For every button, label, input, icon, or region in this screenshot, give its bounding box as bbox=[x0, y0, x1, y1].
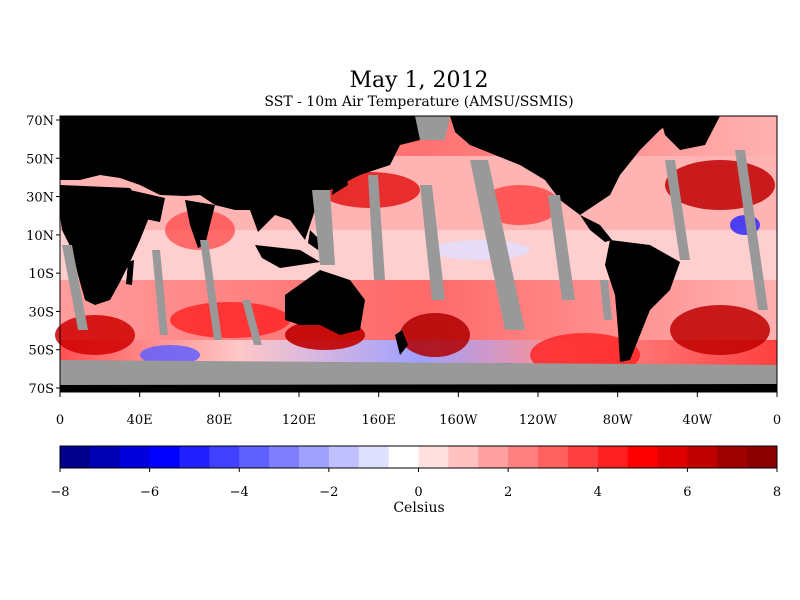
lon-tick-label: 40E bbox=[127, 413, 153, 428]
colorbar-tick-label: 4 bbox=[594, 485, 602, 500]
colorbar-swatch bbox=[657, 446, 688, 468]
colorbar-tick-label: 6 bbox=[683, 485, 691, 500]
colorbar-swatch bbox=[179, 446, 210, 468]
map-subtitle: SST - 10m Air Temperature (AMSU/SSMIS) bbox=[264, 94, 574, 110]
colorbar-swatch bbox=[119, 446, 151, 468]
colorbar-swatch bbox=[627, 446, 658, 468]
colorbar-tick-label: −2 bbox=[319, 485, 338, 500]
lat-tick-label: 70N bbox=[26, 114, 54, 129]
colorbar-swatch bbox=[478, 446, 509, 468]
colorbar-swatch bbox=[388, 446, 419, 468]
colorbar-tick-label: −4 bbox=[230, 485, 249, 500]
lat-tick-label: 10S bbox=[29, 267, 54, 282]
lat-tick-label: 30S bbox=[29, 305, 54, 320]
lon-tick-label: 160W bbox=[439, 413, 478, 428]
lat-tick-label: 30N bbox=[26, 191, 54, 206]
colorbar-tick-label: 0 bbox=[414, 485, 422, 500]
lat-tick-label: 70S bbox=[29, 382, 54, 397]
colorbar bbox=[59, 445, 778, 469]
lon-tick-label: 40W bbox=[682, 413, 713, 428]
longitude-axis: 0 40E 80E 120E 160E 160W 120W 80W 40W 0 bbox=[56, 392, 781, 428]
lon-tick-label: 0 bbox=[56, 413, 64, 428]
colorbar-unit-label: Celsius bbox=[393, 500, 445, 516]
colorbar-swatch bbox=[89, 446, 121, 468]
colorbar-swatch bbox=[448, 446, 479, 468]
colorbar-tick-label: 2 bbox=[504, 485, 512, 500]
lat-tick-label: 50S bbox=[29, 344, 54, 359]
colorbar-swatch bbox=[299, 446, 330, 468]
colorbar-tick-label: −8 bbox=[50, 485, 69, 500]
lon-tick-label: 0 bbox=[773, 413, 781, 428]
colorbar-swatch bbox=[717, 446, 748, 468]
colorbar-swatch bbox=[597, 446, 629, 468]
lon-tick-label: 80E bbox=[206, 413, 232, 428]
lon-tick-label: 160E bbox=[362, 413, 396, 428]
lat-tick-label: 10N bbox=[26, 229, 54, 244]
colorbar-swatch bbox=[538, 446, 569, 468]
map-frame bbox=[59, 115, 778, 393]
missing-data-swaths bbox=[60, 116, 777, 385]
colorbar-swatch bbox=[418, 446, 449, 468]
colorbar-swatch bbox=[239, 446, 270, 468]
colorbar-swatch bbox=[358, 446, 390, 468]
lon-tick-label: 120E bbox=[282, 413, 316, 428]
lat-tick-label: 50N bbox=[26, 152, 54, 167]
colorbar-tick-label: 8 bbox=[773, 485, 781, 500]
colorbar-swatch bbox=[60, 446, 91, 468]
colorbar-tick-label: −6 bbox=[140, 485, 159, 500]
colorbar-swatch bbox=[209, 446, 240, 468]
map-title: May 1, 2012 bbox=[349, 68, 489, 93]
lon-tick-label: 120W bbox=[519, 413, 558, 428]
latitude-axis: 70N 50N 30N 10N 10S 30S 50S 70S bbox=[26, 114, 60, 397]
colorbar-swatch bbox=[508, 446, 539, 468]
colorbar-swatch bbox=[149, 446, 180, 468]
colorbar-swatch bbox=[269, 446, 300, 468]
land-masses bbox=[60, 116, 777, 392]
colorbar-ticks: −8 −6 −4 −2 0 2 4 6 8 bbox=[50, 468, 781, 500]
colorbar-swatch bbox=[567, 446, 599, 468]
colorbar-swatch bbox=[328, 446, 360, 468]
lon-tick-label: 80W bbox=[603, 413, 634, 428]
colorbar-swatch bbox=[747, 446, 778, 468]
colorbar-swatch bbox=[687, 446, 718, 468]
